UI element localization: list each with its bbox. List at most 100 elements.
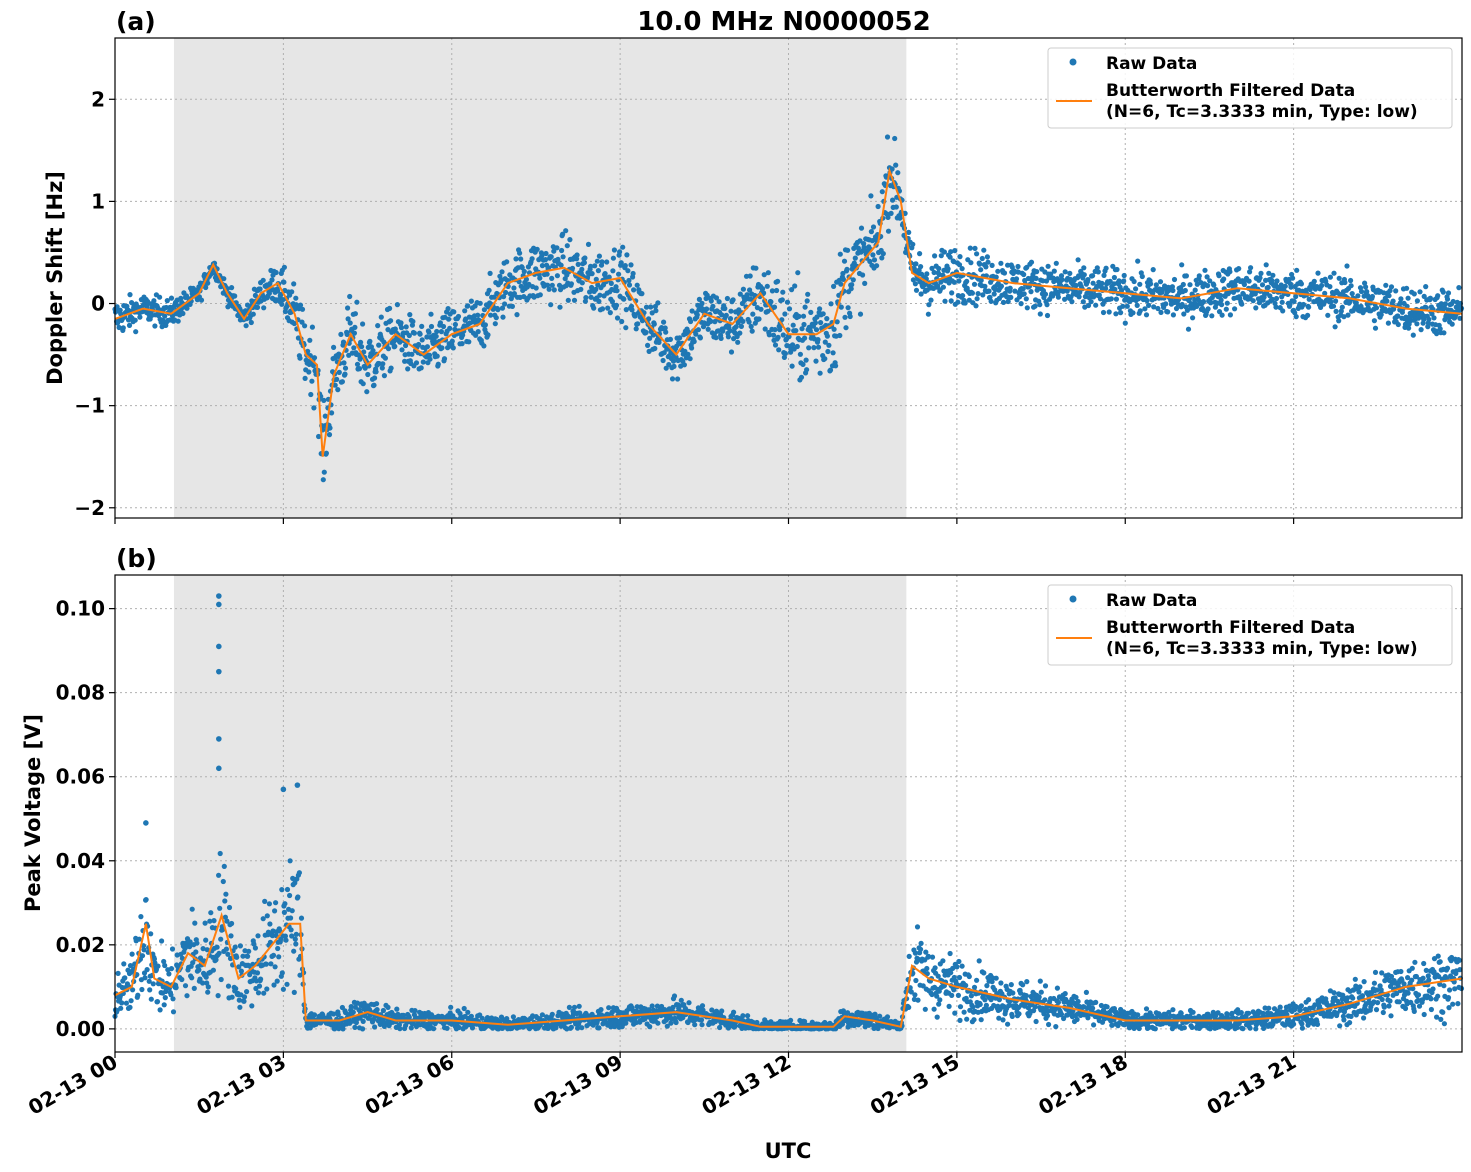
raw-data-point: [692, 1022, 698, 1028]
panel-a-x-ticks: [114, 518, 1295, 524]
raw-data-point: [924, 271, 930, 277]
raw-data-point: [269, 277, 275, 283]
raw-data-point: [1190, 1009, 1196, 1015]
raw-data-point: [297, 355, 303, 361]
raw-data-point: [402, 358, 408, 364]
raw-data-point: [1205, 283, 1211, 289]
raw-data-point: [1124, 303, 1130, 309]
raw-data-point: [218, 976, 224, 983]
raw-data-point: [838, 281, 844, 287]
raw-data-point: [514, 312, 520, 318]
raw-data-point: [359, 344, 365, 350]
raw-data-point: [593, 276, 599, 282]
raw-data-point: [289, 289, 295, 295]
raw-data-point: [1067, 270, 1073, 276]
raw-data-point: [1247, 1025, 1253, 1031]
raw-data-point: [1137, 308, 1143, 314]
raw-data-point: [465, 1009, 471, 1015]
raw-data-point: [548, 254, 554, 260]
raw-data-point: [737, 330, 743, 336]
raw-data-point: [280, 986, 286, 992]
raw-data-point: [798, 374, 805, 380]
raw-data-point: [162, 313, 168, 319]
raw-data-point: [1009, 1013, 1015, 1020]
raw-data-point: [998, 283, 1005, 289]
raw-data-point: [1013, 276, 1020, 282]
raw-data-point: [1062, 269, 1068, 275]
raw-data-point: [398, 320, 404, 326]
raw-data-point: [1288, 284, 1294, 290]
raw-data-point: [913, 287, 920, 293]
raw-data-point: [1165, 309, 1171, 315]
raw-data-point: [306, 369, 312, 375]
raw-data-point: [806, 345, 812, 351]
raw-data-point: [1277, 1004, 1283, 1010]
raw-data-point: [827, 367, 834, 373]
raw-data-point: [1045, 263, 1051, 269]
raw-data-point: [374, 1007, 380, 1013]
raw-data-point: [510, 1014, 516, 1020]
raw-data-point: [840, 276, 847, 282]
raw-data-point: [544, 271, 550, 277]
raw-data-point: [874, 263, 880, 269]
raw-data-point: [1290, 275, 1296, 281]
raw-data-point: [691, 338, 697, 345]
raw-data-point: [1404, 285, 1410, 291]
raw-data-point: [585, 241, 592, 247]
raw-data-point: [1327, 284, 1333, 290]
raw-data-point: [893, 162, 899, 168]
raw-data-point: [661, 319, 667, 325]
raw-data-point: [1173, 305, 1180, 312]
raw-data-point: [1227, 269, 1233, 275]
raw-data-point: [374, 1001, 380, 1007]
raw-data-point: [205, 280, 211, 286]
raw-data-point: [1091, 1022, 1097, 1028]
raw-data-point: [645, 342, 651, 348]
raw-data-point: [685, 351, 691, 357]
raw-data-point: [560, 231, 566, 237]
raw-data-point: [329, 410, 335, 416]
raw-data-point: [254, 304, 261, 310]
raw-data-point: [1440, 289, 1446, 295]
raw-data-point: [959, 963, 965, 969]
raw-data-point: [537, 275, 543, 281]
raw-data-point: [509, 303, 515, 309]
raw-data-point: [491, 294, 497, 300]
raw-data-point: [737, 291, 743, 297]
raw-data-point: [984, 254, 991, 260]
panel-a-ylabel: Doppler Shift [Hz]: [43, 171, 67, 385]
raw-data-point: [327, 425, 333, 431]
raw-data-point: [1221, 276, 1227, 282]
panel-a-legend: Raw Data Butterworth Filtered Data (N=6,…: [1047, 47, 1453, 129]
raw-data-point: [465, 303, 471, 309]
raw-data-point: [1293, 314, 1299, 320]
raw-data-point: [974, 251, 980, 257]
raw-data-point: [588, 263, 594, 269]
raw-data-point: [373, 369, 379, 375]
raw-data-point: [297, 302, 304, 308]
raw-data-point: [747, 287, 753, 293]
raw-data-point: [595, 268, 602, 274]
raw-data-point: [1282, 283, 1288, 289]
raw-data-point: [521, 294, 527, 300]
raw-data-point: [1327, 274, 1333, 280]
raw-data-point: [727, 328, 733, 334]
raw-data-point: [1104, 1004, 1110, 1010]
raw-data-point: [311, 1012, 318, 1018]
raw-data-point: [681, 362, 688, 368]
raw-data-point: [1101, 272, 1107, 278]
raw-data-point: [1273, 295, 1280, 302]
raw-data-point: [801, 321, 807, 328]
raw-data-point: [1385, 320, 1391, 326]
raw-data-point: [1291, 298, 1297, 304]
raw-data-point: [361, 349, 367, 355]
raw-data-point: [982, 997, 988, 1003]
raw-data-point: [543, 250, 549, 257]
raw-data-point: [735, 320, 741, 326]
raw-data-point: [993, 274, 999, 280]
y-tick-label: 0: [91, 292, 105, 316]
raw-data-point: [568, 1024, 575, 1030]
raw-data-point: [284, 886, 291, 893]
raw-data-point: [310, 362, 316, 369]
raw-data-point: [334, 376, 340, 382]
